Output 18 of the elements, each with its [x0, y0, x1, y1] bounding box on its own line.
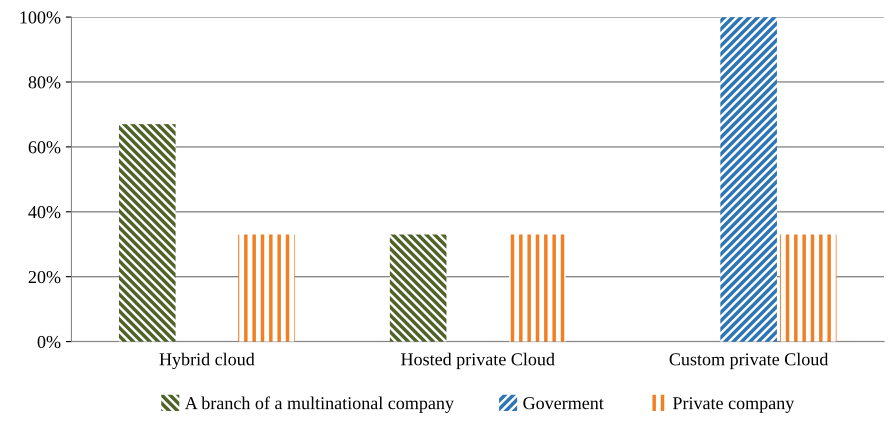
y-tick-label: 60% — [28, 141, 60, 154]
x-tick-label: Custom private Cloud — [670, 352, 828, 370]
bar — [509, 234, 566, 342]
bar — [780, 234, 837, 342]
legend-label: Private company — [672, 397, 794, 413]
legend-label: A branch of a multinational company — [184, 396, 454, 413]
y-tick-label: 40% — [28, 206, 60, 218]
y-tick-label: 20% — [28, 270, 60, 284]
y-tick-label: 80% — [28, 76, 60, 88]
x-tick-label: Hosted private Cloud — [401, 352, 555, 370]
bar — [720, 17, 777, 342]
bar — [118, 124, 176, 342]
bar — [390, 234, 446, 342]
bar — [238, 234, 295, 342]
y-tick-label: 0% — [38, 336, 60, 348]
legend-label: Goverment — [523, 397, 604, 410]
x-tick-label: Hybrid cloud — [160, 352, 255, 370]
y-tick-label: 100% — [20, 11, 60, 24]
